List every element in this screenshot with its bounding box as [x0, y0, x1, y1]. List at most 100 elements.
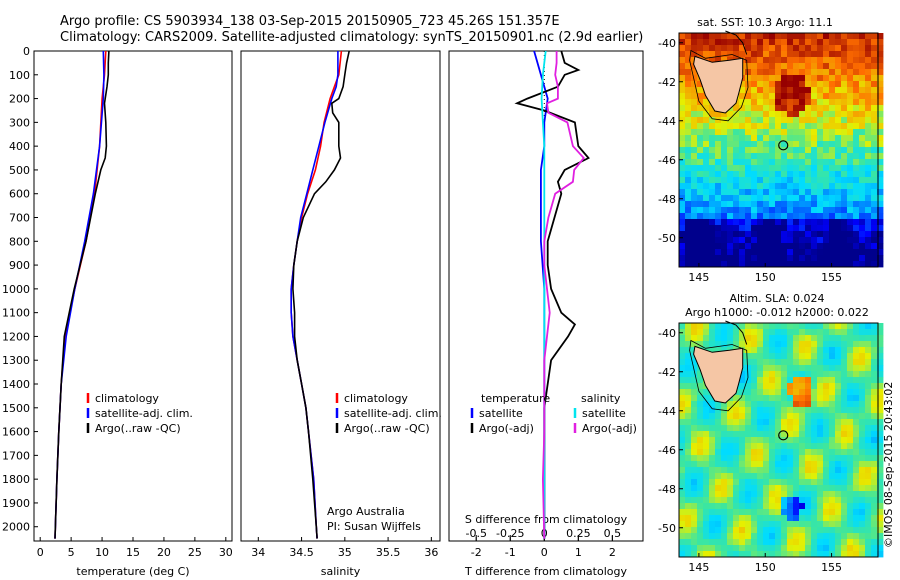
map-cell: [709, 521, 716, 528]
map-cell: [781, 105, 788, 112]
map-cell: [781, 261, 788, 268]
map-cell: [865, 335, 872, 342]
map-cell: [679, 527, 686, 534]
map-cell: [685, 509, 692, 516]
map-cell: [739, 551, 746, 558]
map-cell: [763, 383, 770, 390]
map-cell: [763, 99, 770, 106]
map-cell: [811, 159, 818, 166]
map-cell: [709, 401, 716, 408]
map-cell: [799, 455, 806, 462]
map-cell: [841, 383, 848, 390]
map-cell: [805, 243, 812, 250]
map-cell: [787, 135, 794, 142]
legend-label: Argo(-adj): [479, 422, 534, 435]
map-cell: [847, 437, 854, 444]
map-cell: [871, 461, 878, 468]
map-cell: [811, 219, 818, 226]
map-cell: [715, 135, 722, 142]
map-cell: [709, 527, 716, 534]
map-cell: [757, 207, 764, 214]
map-cell: [859, 395, 866, 402]
map-cell: [775, 99, 782, 106]
map-cell: [751, 87, 758, 94]
map-cell: [847, 425, 854, 432]
map-cell: [823, 527, 830, 534]
map-cell: [775, 213, 782, 220]
map-cell: [811, 33, 818, 40]
map-cell: [841, 473, 848, 480]
map-cell: [847, 455, 854, 462]
map-cell: [703, 165, 710, 172]
map-cell: [877, 237, 884, 244]
map-cell: [691, 81, 698, 88]
map-cell: [793, 201, 800, 208]
map-cell: [877, 51, 884, 58]
map-cell: [805, 539, 812, 546]
map-cell: [709, 545, 716, 552]
map-cell: [805, 63, 812, 70]
salinity-x-tick-label: -0.5: [465, 527, 486, 540]
map-cell: [769, 93, 776, 100]
map-cell: [715, 551, 722, 558]
map-cell: [691, 383, 698, 390]
map-cell: [817, 129, 824, 136]
map-cell: [871, 183, 878, 190]
map-cell: [817, 39, 824, 46]
map-cell: [703, 323, 710, 330]
map-cell: [709, 407, 716, 414]
map-cell: [847, 545, 854, 552]
map-cell: [757, 473, 764, 480]
map-cell: [769, 485, 776, 492]
map-cell: [823, 249, 830, 256]
map-cell: [727, 219, 734, 226]
y-tick-label: -40: [658, 327, 676, 340]
map-cell: [691, 201, 698, 208]
map-cell: [721, 401, 728, 408]
map-cell: [763, 503, 770, 510]
map-cell: [721, 443, 728, 450]
map-cell: [823, 165, 830, 172]
map-cell: [865, 213, 872, 220]
map-cell: [799, 371, 806, 378]
map-cell: [871, 201, 878, 208]
map-cell: [757, 551, 764, 558]
map-cell: [691, 515, 698, 522]
map-cell: [877, 33, 884, 40]
map-cell: [835, 521, 842, 528]
map-cell: [727, 183, 734, 190]
map-cell: [811, 401, 818, 408]
map-cell: [835, 183, 842, 190]
map-cell: [781, 207, 788, 214]
map-cell: [817, 407, 824, 414]
map-cell: [805, 383, 812, 390]
map-cell: [715, 413, 722, 420]
map-cell: [877, 509, 884, 516]
map-cell: [739, 195, 746, 202]
map-cell: [781, 329, 788, 336]
map-cell: [865, 479, 872, 486]
map-cell: [769, 491, 776, 498]
map-cell: [733, 165, 740, 172]
map-cell: [721, 533, 728, 540]
map-cell: [763, 195, 770, 202]
map-cell: [763, 123, 770, 130]
map-cell: [847, 413, 854, 420]
map-cell: [865, 365, 872, 372]
map-cell: [769, 425, 776, 432]
map-cell: [829, 419, 836, 426]
map-cell: [835, 371, 842, 378]
map-cell: [823, 491, 830, 498]
map-cell: [691, 117, 698, 124]
map-cell: [697, 33, 704, 40]
map-cell: [787, 335, 794, 342]
map-cell: [769, 365, 776, 372]
map-cell: [751, 255, 758, 262]
map-cell: [679, 461, 686, 468]
map-cell: [829, 353, 836, 360]
map-cell: [691, 479, 698, 486]
map-cell: [865, 87, 872, 94]
map-cell: [823, 503, 830, 510]
map-cell: [763, 213, 770, 220]
map-cell: [859, 129, 866, 136]
